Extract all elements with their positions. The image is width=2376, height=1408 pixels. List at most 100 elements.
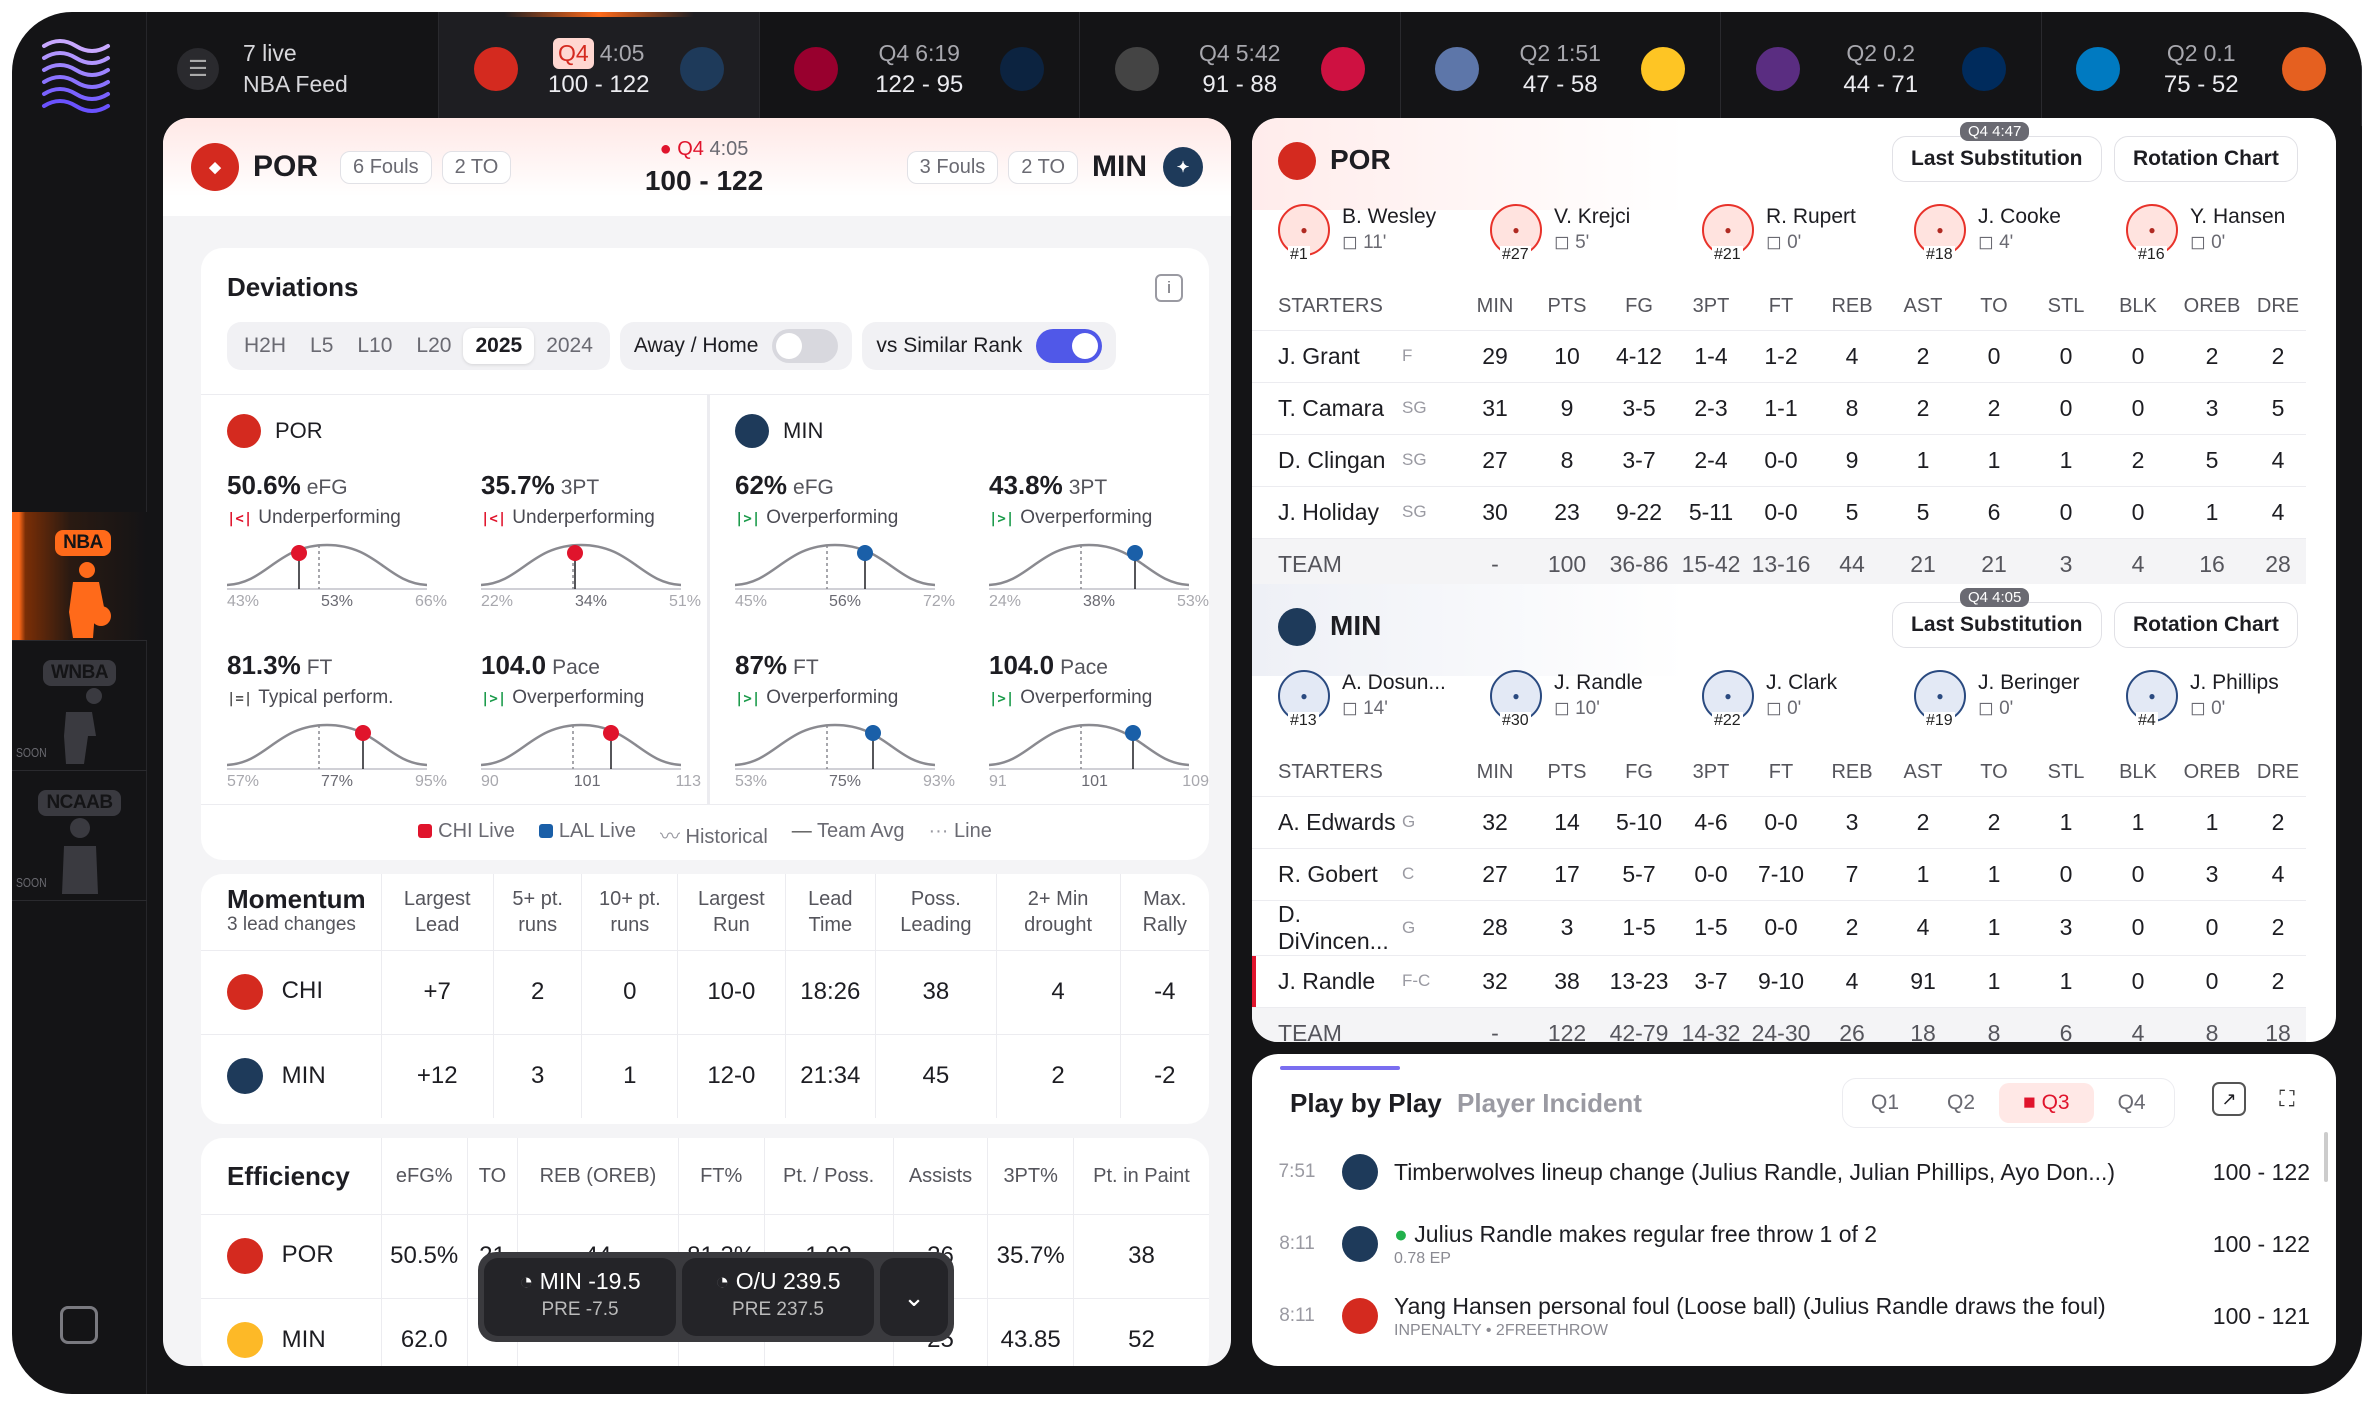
player-row[interactable]: J. Randle F-C 32 38 13-23 3-7 9-10 4 91 1 1 0 0 2 (1252, 954, 2336, 1007)
axis-min: 91 (989, 773, 1007, 790)
table-cell: 0 (2030, 847, 2102, 900)
player-name: Y. Hansen (2190, 205, 2286, 228)
team-logo-icon (1278, 608, 1316, 646)
column-header: DRE (2256, 295, 2300, 318)
player-row[interactable]: R. Gobert C 27 17 5-7 0-0 7-10 7 1 1 0 0 3 4 (1252, 847, 2336, 900)
on-court-player[interactable]: ● #19 J. Beringer ◻ 0' (1914, 670, 2080, 730)
distribution-curve (481, 543, 681, 590)
on-court-player[interactable]: ● #4 J. Phillips ◻ 0' (2126, 670, 2279, 730)
range-option[interactable]: 2025 (463, 328, 535, 364)
team-logo-icon (1641, 47, 1686, 91)
player-row[interactable]: D. DiVincen... G 28 3 1-5 1-5 0-0 2 4 1 3 0 0 2 (1252, 899, 2336, 955)
column-header: REB (1831, 761, 1873, 784)
table-cell: 29 (1458, 329, 1532, 382)
player-minutes: 10' (1575, 698, 1600, 719)
table-cell: 4 (2250, 433, 2306, 486)
table-cell: 3 (1532, 899, 1602, 955)
table-cell: +7 (380, 949, 494, 1034)
button-label: Rotation Chart (2133, 147, 2279, 170)
rotation-chart-button[interactable]: Rotation Chart (2114, 136, 2298, 182)
on-court-player[interactable]: ● #21 R. Rupert ◻ 0' (1702, 204, 1856, 264)
column-header: Lead Time (784, 874, 876, 950)
game-card[interactable]: Q2 0.1 75 - 52 (2042, 12, 2362, 126)
column-header: FT (1768, 295, 1794, 318)
nba-feed-button[interactable]: ☰ 7 live NBA Feed (147, 12, 439, 126)
profile-icon[interactable] (60, 1306, 98, 1344)
quarter-tab[interactable]: Q4 (2094, 1083, 2170, 1123)
player-name: J. Beringer (1978, 671, 2080, 694)
player-row[interactable]: J. Grant F 29 10 4-12 1-4 1-2 4 2 0 0 0 2 2 (1252, 329, 2336, 382)
table-cell: SG (1402, 381, 1458, 434)
table-cell: 7 (1816, 847, 1888, 900)
game-score: 122 - 95 (875, 71, 964, 98)
game-card[interactable]: Q2 1:51 47 - 58 (1401, 12, 1721, 126)
play-row[interactable]: 8:11 Yang Hansen personal foul (Loose ba… (1252, 1284, 2336, 1348)
range-option[interactable]: L10 (357, 334, 393, 357)
table-cell: 32 (1458, 795, 1532, 848)
table-cell: 36-86 (1602, 537, 1676, 590)
chevron-down-icon[interactable]: ⌄ (880, 1258, 948, 1336)
table-cell: 43.85 (987, 1297, 1074, 1366)
away-home-toggle[interactable]: Away / Home (619, 322, 853, 370)
league-wnba[interactable]: WNBA SOON (12, 642, 147, 770)
tab-player-incident[interactable]: Player Incident (1457, 1088, 1642, 1118)
expand-icon[interactable]: ⛶ (2279, 1086, 2295, 1111)
quarter-tab[interactable]: ■ Q3 (1999, 1083, 2094, 1123)
league-ncaab[interactable]: NCAAB SOON (12, 772, 147, 900)
game-card[interactable]: Q4 4:05 100 - 122 (439, 12, 760, 126)
info-icon[interactable]: i (1155, 274, 1183, 302)
similar-rank-toggle[interactable]: vs Similar Rank (862, 322, 1117, 370)
on-court-player[interactable]: ● #1 B. Wesley ◻ 11' (1278, 204, 1436, 264)
game-card[interactable]: Q4 5:42 91 - 88 (1080, 12, 1401, 126)
on-court-player[interactable]: ● #30 J. Randle ◻ 10' (1490, 670, 1643, 730)
on-court-player[interactable]: ● #22 J. Clark ◻ 0' (1702, 670, 1837, 730)
quarter-tab[interactable]: Q1 (1847, 1083, 1923, 1123)
range-option[interactable]: L20 (416, 334, 452, 357)
table-cell: J. Grant (1252, 329, 1402, 382)
range-option[interactable]: 2024 (546, 334, 593, 357)
game-card[interactable]: Q4 6:19 122 - 95 (760, 12, 1080, 126)
on-court-player[interactable]: ● #13 A. Dosun... ◻ 14' (1278, 670, 1446, 730)
spread-chip[interactable]: ◔ MIN -19.5 PRE -7.5 (484, 1258, 676, 1336)
last-substitution-button[interactable]: Last Substitution (1892, 602, 2102, 648)
app-logo-icon[interactable] (36, 32, 122, 118)
on-court-player[interactable]: ● #18 J. Cooke ◻ 4' (1914, 204, 2061, 264)
play-row[interactable]: 8:11 ● Julius Randle makes regular free … (1252, 1212, 2336, 1276)
table-cell: 5-11 (1676, 485, 1746, 538)
player-row[interactable]: D. Clingan SG 27 8 3-7 2-4 0-0 9 1 1 1 2 5 4 (1252, 433, 2336, 486)
table-cell: +12 (380, 1033, 494, 1118)
tab-play-by-play[interactable]: Play by Play (1290, 1088, 1442, 1118)
range-option[interactable]: L5 (310, 334, 334, 357)
table-cell: - (1458, 1006, 1532, 1042)
axis-min: 22% (481, 593, 514, 610)
table-cell: 5 (2250, 381, 2306, 434)
on-court-player[interactable]: ● #16 Y. Hansen ◻ 0' (2126, 204, 2286, 264)
on-court-player[interactable]: ● #27 V. Krejci ◻ 5' (1490, 204, 1630, 264)
table-cell: 2-3 (1676, 381, 1746, 434)
league-nba[interactable]: NBA (12, 512, 147, 640)
scrollbar[interactable] (2324, 1132, 2328, 1182)
play-row[interactable]: 7:51 Timberwolves lineup change (Julius … (1252, 1140, 2336, 1204)
toggle-switch[interactable] (772, 329, 839, 363)
player-avatar: ● #13 (1278, 670, 1330, 730)
game-card[interactable]: Q2 0.2 44 - 71 (1721, 12, 2042, 126)
play-score: 100 - 121 (2212, 1302, 2310, 1329)
player-row[interactable]: T. Camara SG 31 9 3-5 2-3 1-1 8 2 2 0 0 3 5 (1252, 381, 2336, 434)
range-option[interactable]: H2H (244, 334, 287, 357)
toggle-switch[interactable] (1036, 329, 1103, 363)
column-header: 3PT (1692, 295, 1730, 318)
player-row[interactable]: J. Holiday SG 30 23 9-22 5-11 0-0 5 5 6 0 0 1 4 (1252, 485, 2336, 538)
player-number: #22 (1712, 712, 1743, 730)
table-cell: F (1402, 329, 1458, 382)
team-logo-icon (227, 414, 261, 448)
player-row[interactable]: A. Edwards G 32 14 5-10 4-6 0-0 3 2 2 1 1 1 2 (1252, 795, 2336, 848)
rotation-chart-button[interactable]: Rotation Chart (2114, 602, 2298, 648)
quarter-tab[interactable]: Q2 (1923, 1083, 1999, 1123)
external-link-icon[interactable]: ↗ (2212, 1082, 2246, 1116)
table-cell: 0-0 (1746, 899, 1816, 955)
axis-max: 109 (1182, 773, 1209, 790)
ou-chip[interactable]: ◔ O/U 239.5 PRE 237.5 (682, 1258, 874, 1336)
spread-pre: PRE -7.5 (541, 1299, 619, 1320)
table-cell: 21 (1888, 537, 1958, 590)
last-substitution-button[interactable]: Last Substitution (1892, 136, 2102, 182)
